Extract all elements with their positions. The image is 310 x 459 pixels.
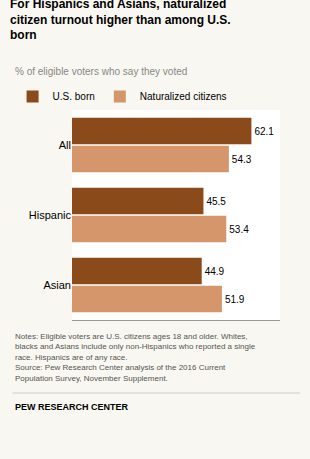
- svg-text:51.9: 51.9: [225, 294, 245, 305]
- svg-text:Asian: Asian: [43, 279, 71, 291]
- svg-text:For Hispanics and Asians, natu: For Hispanics and Asians, naturalizedcit…: [10, 0, 231, 42]
- svg-text:U.S. born: U.S. born: [53, 91, 95, 102]
- svg-text:44.9: 44.9: [205, 266, 225, 277]
- svg-text:All: All: [59, 139, 71, 151]
- svg-text:Hispanic: Hispanic: [29, 209, 72, 221]
- svg-text:PEW RESEARCH CENTER: PEW RESEARCH CENTER: [15, 402, 129, 412]
- svg-text:62.1: 62.1: [254, 126, 274, 137]
- svg-text:Notes: Eligible voters are U.S: Notes: Eligible voters are U.S. citizens…: [15, 332, 256, 383]
- svg-text:53.4: 53.4: [229, 224, 249, 235]
- svg-text:Naturalized citizens: Naturalized citizens: [140, 91, 227, 102]
- svg-text:45.5: 45.5: [206, 196, 226, 207]
- svg-text:54.3: 54.3: [232, 154, 252, 165]
- svg-text:% of eligible voters who say t: % of eligible voters who say they voted: [15, 66, 187, 77]
